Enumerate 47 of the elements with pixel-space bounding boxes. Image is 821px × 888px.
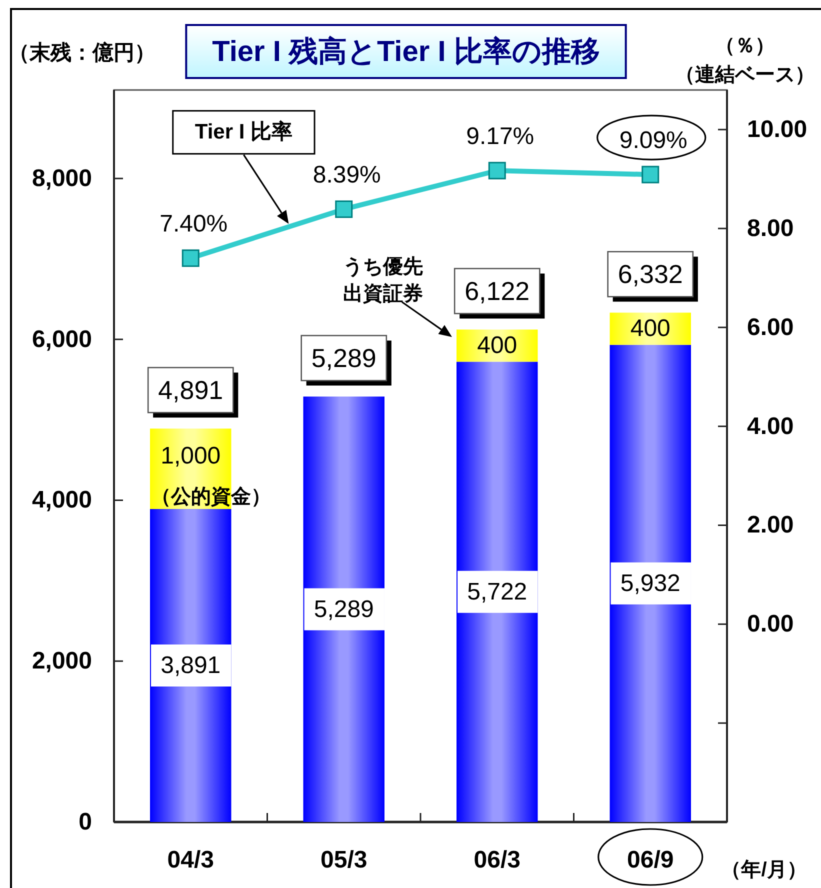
total-label: 6,332 [618, 259, 683, 290]
y2-axis-title: （％）（連結ベース） [675, 35, 815, 86]
value-label: 1,000 [160, 442, 221, 470]
x-axis-title: （年/月） [721, 859, 807, 881]
category-label: 04/3 [167, 846, 214, 874]
total: 4,891 [147, 366, 238, 418]
category-label: 06/9 [627, 846, 674, 874]
chart-title: Tier I 残高とTier I 比率の推移 [212, 35, 600, 68]
data-label: 9.09% [619, 127, 688, 154]
y-tick-label: 6,000 [32, 326, 92, 353]
data-label: 8.39% [312, 162, 381, 189]
y-tick-label: 4,000 [32, 486, 92, 514]
y2-tick-label: 4.00 [747, 412, 794, 440]
value-label: 3,891 [160, 652, 221, 679]
value-label: 400 [477, 332, 518, 360]
point [642, 166, 660, 184]
value-label: 5,722 [467, 578, 528, 606]
point [335, 200, 353, 218]
y2-tick-label: 2.00 [747, 512, 794, 539]
value-label: 5,932 [620, 570, 680, 597]
data-label: 7.40% [160, 210, 228, 238]
total: 6,332 [607, 251, 698, 302]
category-label: 06/3 [474, 846, 520, 874]
y-tick-label: 0 [78, 808, 92, 836]
category-label: 05/3 [320, 846, 368, 874]
y-tick-label: 2,000 [32, 648, 92, 675]
annotation: うち優先 [343, 256, 423, 278]
series-name: Tier I 比率 [172, 110, 316, 155]
y2-tick-label: 0.00 [747, 610, 794, 638]
annotation: （公的資金） [151, 486, 272, 508]
y2-tick-label: 6.00 [747, 314, 794, 341]
data-label: 9.17% [466, 123, 534, 150]
title: Tier I 残高とTier I 比率の推移 [185, 24, 627, 79]
total-label: 6,122 [464, 276, 530, 306]
total-label: 5,289 [311, 343, 376, 374]
value-label: 400 [630, 315, 670, 342]
point [182, 249, 200, 267]
total: 5,289 [300, 334, 392, 386]
total-label: 4,891 [158, 375, 224, 406]
annotation: 出資証券 [343, 283, 423, 305]
value-label: 5,289 [314, 596, 374, 623]
y-tick-label: 8,000 [32, 164, 92, 192]
y2-tick-label: 8.00 [747, 214, 794, 242]
y-axis-title: （末残：億円） [8, 40, 156, 64]
y2-tick-label: 10.00 [747, 116, 808, 144]
total: 6,122 [454, 268, 545, 319]
point [488, 162, 506, 180]
